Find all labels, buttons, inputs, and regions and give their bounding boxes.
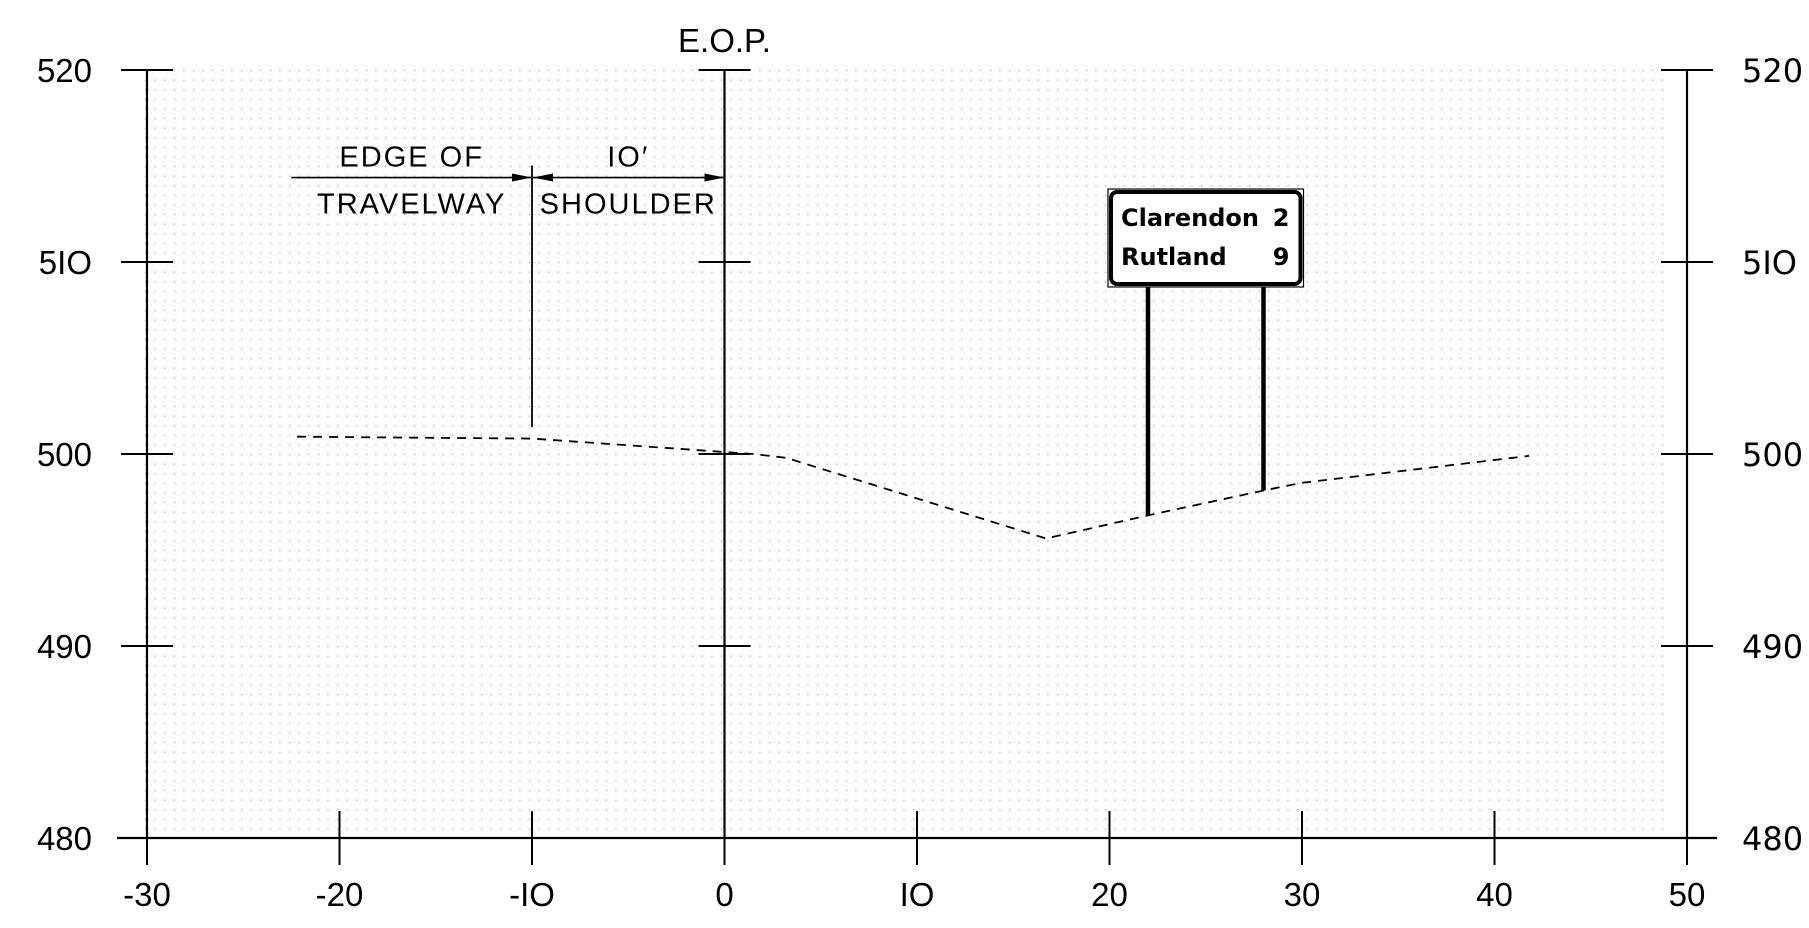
y-tick-label-right: 480 xyxy=(1742,820,1803,858)
x-tick-label: -20 xyxy=(316,876,364,913)
arrowhead-left xyxy=(533,173,553,182)
y-tick-label-left: 520 xyxy=(37,52,92,89)
sign-place-name: Clarendon xyxy=(1121,204,1259,232)
y-tick-label-left: 490 xyxy=(37,628,92,665)
arrowhead-eop xyxy=(704,173,725,182)
y-tick-label-right: 520 xyxy=(1742,52,1803,90)
sign-panel xyxy=(1109,190,1303,286)
x-tick-label: 20 xyxy=(1091,876,1128,913)
y-tick-label-right: 5IO xyxy=(1742,244,1797,282)
ground-profile-line xyxy=(297,435,1530,540)
shoulder-width-label: IO′ xyxy=(607,142,649,174)
ground-profile xyxy=(297,435,1530,540)
y-tick-label-left: 5IO xyxy=(39,244,92,281)
annotations: EDGE OF TRAVELWAY IO′ SHOULDER xyxy=(291,142,725,428)
tick-labels: 480 480 490 490 500 500 5IO 5IO 520 520 -30 -20 -IO 0… xyxy=(37,22,1803,913)
dotted-grid xyxy=(145,70,1670,835)
sign-distance: 2 xyxy=(1273,204,1290,232)
arrowhead-right xyxy=(512,173,532,182)
travelway-label: TRAVELWAY xyxy=(317,189,506,221)
x-tick-label: 0 xyxy=(715,876,733,913)
sign-place-name: Rutland xyxy=(1121,243,1227,271)
y-tick-label-right: 490 xyxy=(1742,628,1803,666)
road-sign: Clarendon 2 Rutland 9 xyxy=(1107,188,1305,516)
x-tick-label: -30 xyxy=(123,876,171,913)
sign-distance: 9 xyxy=(1273,243,1290,271)
x-tick-label: 30 xyxy=(1284,876,1321,913)
y-tick-label-left: 480 xyxy=(37,820,92,857)
edge-of-label: EDGE OF xyxy=(339,142,484,174)
y-tick-label-left: 500 xyxy=(37,436,92,473)
x-tick-label: 50 xyxy=(1669,876,1706,913)
y-tick-label-right: 500 xyxy=(1742,436,1803,474)
x-tick-label: 40 xyxy=(1476,876,1513,913)
tick-marks xyxy=(121,69,1713,865)
x-tick-label: IO xyxy=(900,876,935,913)
shoulder-label: SHOULDER xyxy=(540,189,717,221)
x-tick-label: -IO xyxy=(509,876,555,913)
eop-label: E.O.P. xyxy=(678,22,771,59)
